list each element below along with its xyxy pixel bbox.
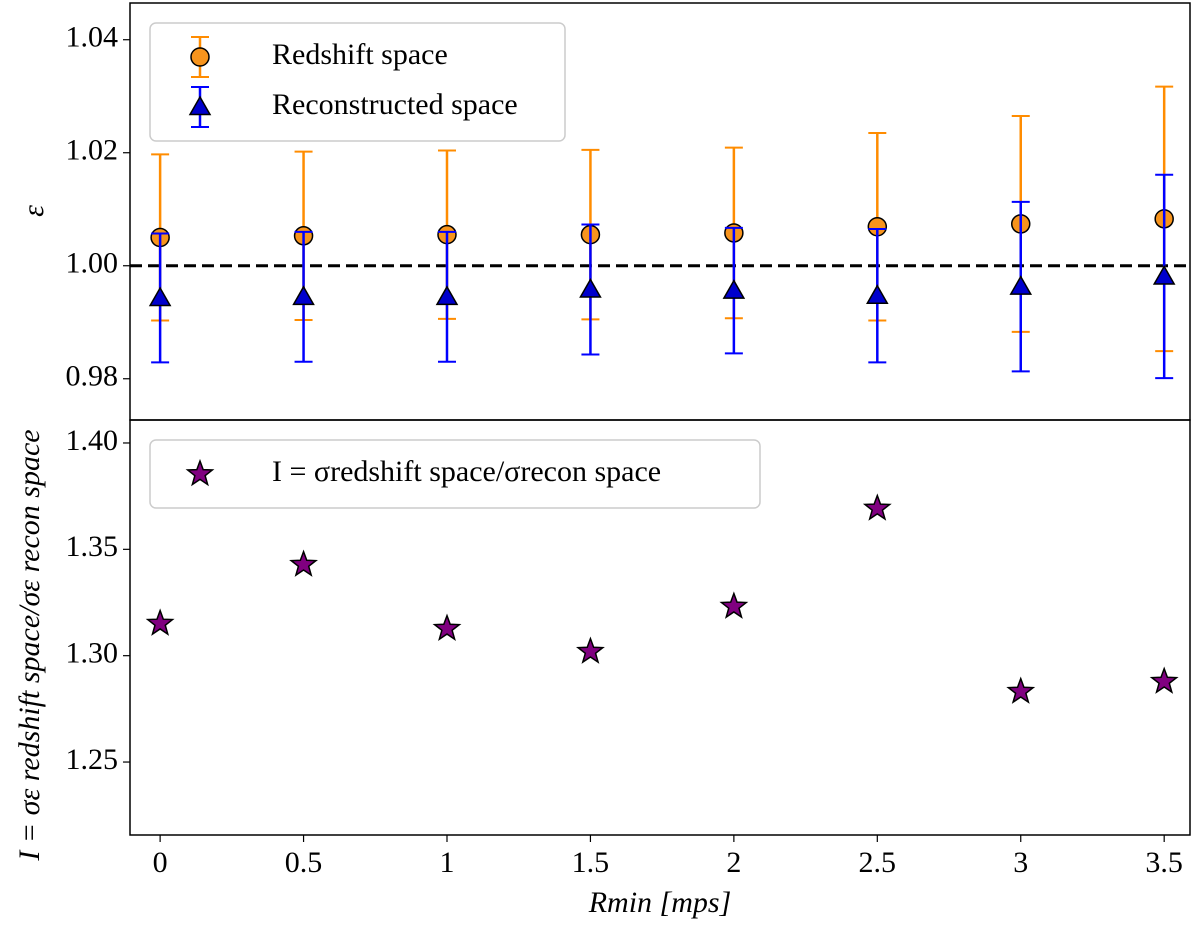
marker <box>1009 275 1033 295</box>
x-tick-label: 1 <box>439 846 454 879</box>
legend-box <box>149 22 566 142</box>
x-tick-label: 2.5 <box>859 846 897 879</box>
x-tick-label: 1.5 <box>572 846 610 879</box>
marker <box>862 493 892 521</box>
legend-marker <box>188 95 212 116</box>
marker <box>719 591 749 619</box>
y-tick-label: 0.98 <box>66 360 119 393</box>
x-tick-label: 3 <box>1013 846 1028 879</box>
x-tick-label: 0.5 <box>285 846 323 879</box>
legend-box <box>149 439 761 509</box>
marker <box>866 284 889 304</box>
axes-frame <box>129 419 1191 836</box>
y-axis-label: I = σε redshift space/σε recon space <box>13 429 46 861</box>
marker <box>1152 264 1176 285</box>
y-tick-label: 1.04 <box>66 21 119 54</box>
y-tick-label: 1.35 <box>66 530 119 563</box>
y-axis-label: ε <box>17 205 50 217</box>
x-tick-label: 2 <box>726 846 741 879</box>
marker <box>576 636 605 664</box>
marker <box>292 285 315 306</box>
marker <box>435 285 459 306</box>
y-tick-label: 1.40 <box>66 424 119 457</box>
marker <box>722 279 746 299</box>
legend-label: Reconstructed space <box>272 88 518 121</box>
marker <box>148 286 172 307</box>
x-tick-label: 3.5 <box>1145 846 1183 879</box>
x-tick-label: 0 <box>153 846 168 879</box>
marker <box>432 613 462 641</box>
legend-label: I = σredshift space/σrecon space <box>272 455 661 488</box>
marker <box>145 608 175 636</box>
legend-marker <box>185 458 215 487</box>
y-tick-label: 1.02 <box>66 134 119 167</box>
y-tick-label: 1.00 <box>66 247 119 280</box>
marker <box>1149 666 1179 694</box>
y-tick-label: 1.25 <box>66 743 119 776</box>
marker <box>1006 676 1036 704</box>
legend-label: Redshift space <box>272 38 448 71</box>
marker <box>289 549 318 577</box>
y-tick-label: 1.30 <box>66 637 119 670</box>
x-axis-label: Rmin [mps] <box>588 886 732 919</box>
marker <box>579 277 602 298</box>
legend-marker <box>190 47 210 67</box>
